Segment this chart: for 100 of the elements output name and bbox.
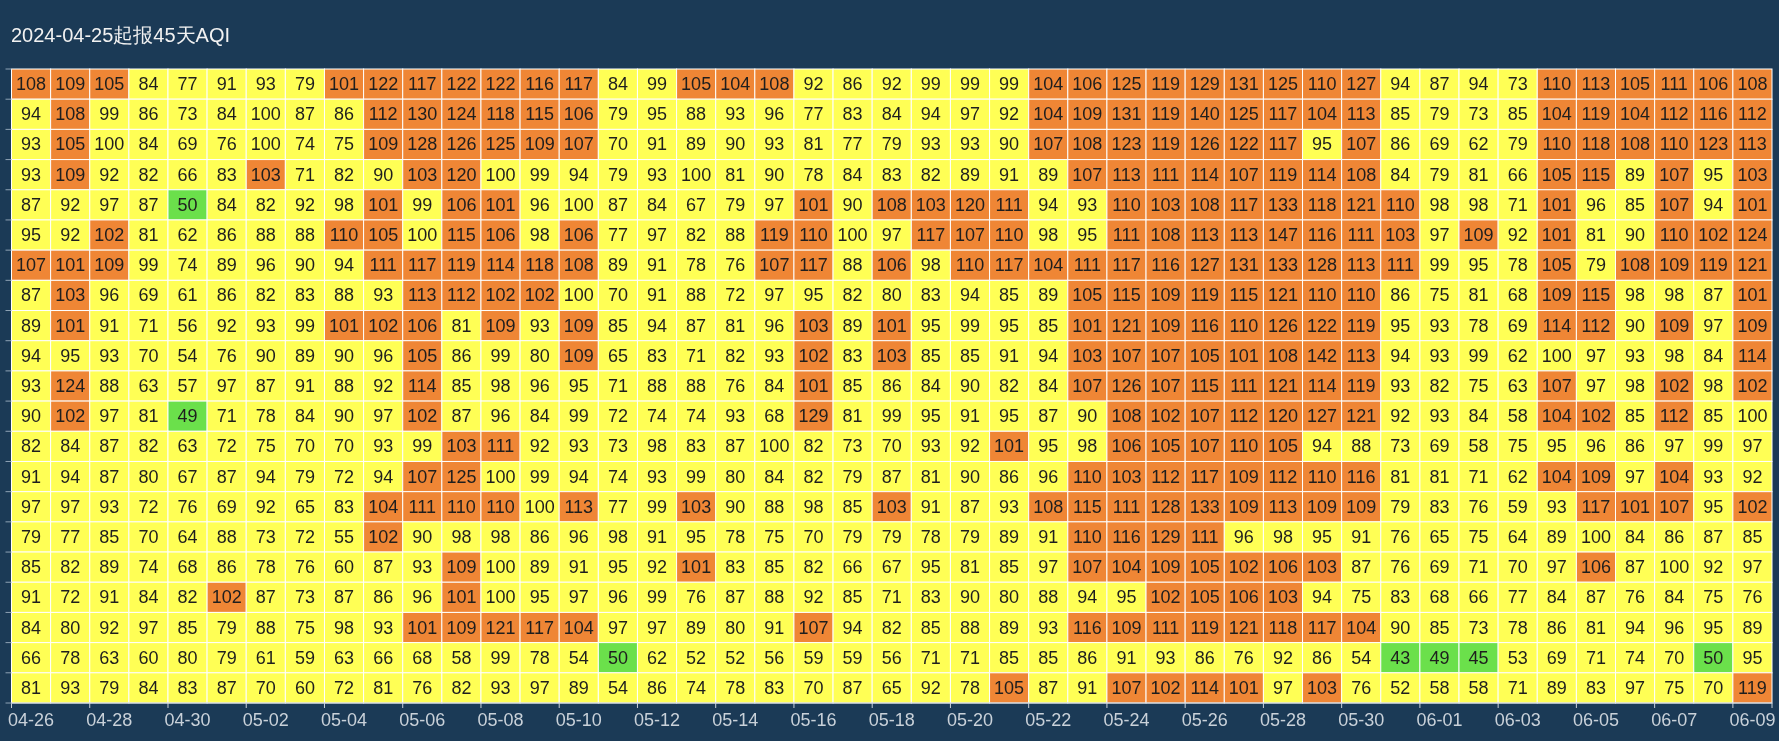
data-label: 84: [138, 134, 159, 155]
data-label: 71: [138, 315, 159, 336]
data-label: 107: [1346, 134, 1377, 155]
data-label: 93: [568, 436, 589, 457]
data-label: 83: [1585, 677, 1606, 698]
data-label: 65: [1429, 526, 1450, 547]
data-label: 85: [999, 285, 1020, 306]
data-label: 95: [920, 557, 941, 578]
data-label: 91: [1351, 526, 1372, 547]
data-label: 90: [1625, 315, 1646, 336]
data-label: 89: [1546, 526, 1567, 547]
data-label: 88: [686, 104, 707, 125]
data-label: 115: [1581, 164, 1611, 185]
data-label: 69: [1546, 647, 1567, 668]
data-label: 75: [1351, 587, 1372, 608]
data-label: 108: [1072, 134, 1103, 155]
data-label: 69: [1429, 436, 1450, 457]
data-label: 88: [294, 225, 315, 246]
data-label: 100: [407, 225, 438, 246]
data-label: 110: [1229, 436, 1259, 457]
data-label: 99: [412, 194, 433, 215]
data-label: 72: [216, 436, 237, 457]
data-label: 102: [94, 225, 125, 246]
data-label: 76: [177, 496, 198, 517]
data-label: 87: [1038, 677, 1059, 698]
data-label: 85: [451, 376, 472, 396]
data-label: 97: [1429, 225, 1450, 246]
data-label: 56: [764, 647, 785, 668]
data-label: 99: [959, 315, 981, 336]
data-label: 101: [798, 194, 829, 215]
data-label: 101: [407, 617, 438, 638]
data-label: 77: [607, 225, 628, 246]
data-label: 90: [294, 255, 315, 276]
data-label: 93: [1429, 345, 1450, 366]
data-label: 85: [1038, 315, 1059, 336]
data-label: 89: [842, 315, 863, 336]
data-label: 112: [1151, 466, 1180, 487]
data-label: 119: [1698, 255, 1728, 276]
data-label: 113: [1268, 496, 1298, 517]
data-label: 81: [1585, 225, 1606, 246]
data-label: 87: [99, 466, 120, 487]
data-label: 100: [759, 436, 790, 457]
data-label: 81: [725, 315, 746, 336]
data-label: 79: [216, 647, 237, 668]
data-label: 89: [959, 164, 981, 185]
data-label: 89: [1625, 164, 1646, 185]
data-label: 97: [1585, 345, 1606, 366]
data-label: 87: [1703, 526, 1724, 547]
data-label: 107: [1072, 164, 1103, 185]
data-label: 88: [255, 617, 276, 638]
data-label: 75: [1507, 436, 1528, 457]
data-label: 117: [994, 255, 1024, 276]
data-label: 94: [1703, 194, 1724, 215]
data-label: 83: [686, 436, 707, 457]
data-label: 80: [60, 617, 81, 638]
data-label: 96: [1585, 194, 1606, 215]
data-label: 74: [177, 255, 198, 276]
data-label: 110: [1385, 194, 1415, 215]
data-label: 129: [1189, 74, 1220, 95]
data-label: 129: [798, 406, 829, 427]
data-label: 79: [607, 164, 628, 185]
data-label: 76: [1468, 496, 1489, 517]
data-label: 59: [842, 647, 863, 668]
data-label: 107: [563, 134, 594, 155]
data-label: 101: [1541, 225, 1572, 246]
data-label: 72: [607, 406, 628, 427]
data-label: 88: [686, 376, 707, 396]
data-label: 68: [177, 557, 198, 578]
data-label: 76: [412, 677, 433, 698]
data-label: 123: [1111, 134, 1142, 155]
data-label: 92: [529, 436, 550, 457]
data-label: 90: [959, 587, 981, 608]
data-label: 77: [60, 526, 81, 547]
data-label: 85: [177, 617, 198, 638]
data-label: 84: [216, 194, 237, 215]
data-label: 84: [1038, 376, 1059, 396]
data-label: 89: [999, 617, 1020, 638]
data-label: 49: [1429, 647, 1450, 668]
data-label: 93: [1429, 406, 1450, 427]
data-label: 71: [920, 647, 941, 668]
data-label: 99: [999, 74, 1020, 95]
data-label: 117: [407, 255, 437, 276]
data-label: 75: [764, 526, 785, 547]
data-label: 74: [686, 406, 707, 427]
data-label: 124: [446, 104, 477, 125]
data-label: 101: [1620, 496, 1651, 517]
data-label: 54: [1351, 647, 1372, 668]
data-label: 89: [1038, 285, 1059, 306]
data-label: 96: [607, 587, 628, 608]
data-label: 84: [764, 376, 785, 396]
data-label: 111: [1073, 255, 1102, 276]
data-label: 88: [725, 225, 746, 246]
data-label: 100: [524, 496, 555, 517]
data-label: 99: [647, 496, 668, 517]
data-label: 87: [99, 436, 120, 457]
data-label: 110: [1307, 285, 1337, 306]
data-label: 84: [529, 406, 550, 427]
data-label: 96: [490, 406, 511, 427]
data-label: 78: [1507, 617, 1528, 638]
data-label: 95: [686, 526, 707, 547]
